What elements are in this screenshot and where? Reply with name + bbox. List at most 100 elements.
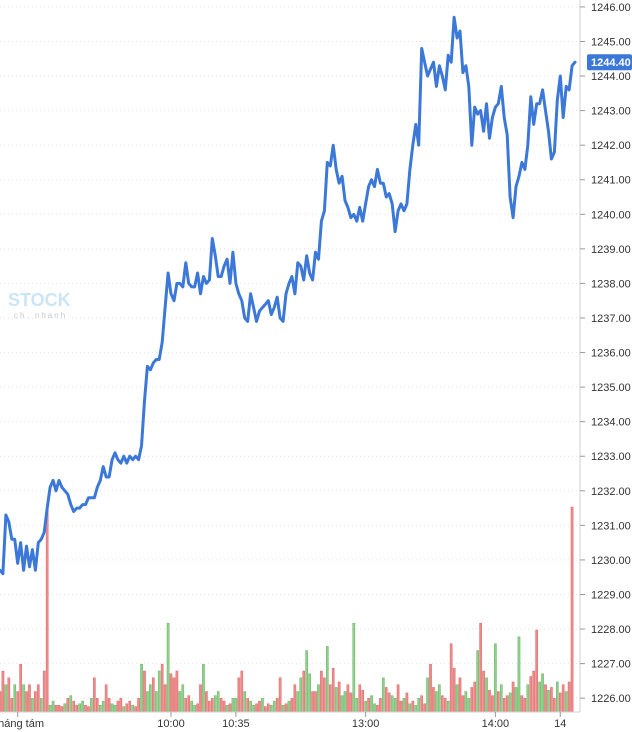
volume-bar xyxy=(570,506,574,713)
volume-bar xyxy=(479,622,482,713)
last-value-marker: 1244.40 xyxy=(587,54,632,71)
volume-bar xyxy=(51,700,55,713)
volume-bar xyxy=(441,695,444,713)
volume-bar xyxy=(346,684,350,713)
volume-bar xyxy=(219,698,223,713)
volume-bar xyxy=(278,677,282,713)
index-line-path xyxy=(0,15,577,576)
volume-bar xyxy=(205,691,208,713)
volume-bar xyxy=(172,677,176,713)
volume-bar xyxy=(553,698,556,713)
volume-bar xyxy=(364,700,367,713)
volume-bar xyxy=(54,704,58,713)
volume-bars xyxy=(0,506,574,713)
y-tick-label: 1244.00 xyxy=(591,71,631,83)
volume-bar xyxy=(107,698,111,713)
volume-bar xyxy=(373,703,376,713)
volume-bar xyxy=(482,670,485,713)
volume-bar xyxy=(311,691,314,713)
volume-bar xyxy=(122,706,126,713)
volume-bar xyxy=(84,704,87,713)
volume-bar xyxy=(252,704,255,713)
volume-bar xyxy=(284,703,288,713)
volume-bar xyxy=(290,698,294,713)
volume-bar xyxy=(216,691,220,713)
volume-bar xyxy=(532,670,536,713)
volume-bar xyxy=(211,698,214,713)
volume-bar xyxy=(370,695,373,713)
volume-bar xyxy=(72,700,76,713)
volume-bar xyxy=(208,700,211,713)
volume-bar xyxy=(399,700,403,713)
volume-bar xyxy=(19,663,22,713)
volume-bar xyxy=(449,643,453,713)
volume-bar xyxy=(202,663,205,713)
volume-bar xyxy=(556,681,559,713)
volume-bar xyxy=(514,687,518,713)
volume-bar xyxy=(78,703,81,713)
volume-bar xyxy=(446,700,450,713)
volume-bar xyxy=(181,684,185,713)
volume-bar xyxy=(287,700,291,713)
volume-bar xyxy=(193,704,196,713)
volume-bar xyxy=(323,677,326,713)
volume-bar xyxy=(547,689,550,713)
volume-bar xyxy=(281,704,285,713)
volume-bar xyxy=(382,677,385,713)
volume-bar xyxy=(529,676,533,713)
volume-bar xyxy=(491,695,494,713)
volume-bar xyxy=(517,636,521,713)
volume-bar xyxy=(45,506,49,713)
volume-bar xyxy=(497,691,500,713)
volume-bar xyxy=(57,704,61,713)
volume-bar xyxy=(355,698,359,713)
volume-bar xyxy=(10,698,14,713)
volume-bar xyxy=(228,703,232,713)
last-value-label: 1244.40 xyxy=(591,57,631,69)
y-tick-label: 1236.00 xyxy=(591,348,631,360)
volume-bar xyxy=(1,670,5,713)
volume-bar xyxy=(243,691,247,713)
volume-bar xyxy=(125,703,129,713)
y-tick-label: 1227.00 xyxy=(591,659,631,671)
volume-bar xyxy=(246,698,249,713)
volume-bar xyxy=(258,700,261,713)
volume-bar xyxy=(379,698,382,713)
volume-bar xyxy=(275,698,279,713)
volume-bar xyxy=(511,681,515,713)
volume-bar xyxy=(222,700,226,713)
last-value-box xyxy=(587,54,632,71)
volume-bar xyxy=(352,622,356,713)
volume-bar xyxy=(435,691,438,713)
volume-bar xyxy=(28,684,31,713)
volume-bar xyxy=(508,692,512,713)
volume-bar xyxy=(175,670,179,713)
volume-bar xyxy=(541,673,544,713)
volume-bar xyxy=(140,663,143,713)
volume-bar xyxy=(90,698,93,713)
volume-bar xyxy=(119,698,123,713)
volume-bar xyxy=(110,703,114,713)
volume-bar xyxy=(42,670,46,713)
y-tick-label: 1242.00 xyxy=(591,140,631,152)
volume-bar xyxy=(567,681,571,713)
volume-bar xyxy=(302,670,306,713)
volume-bar xyxy=(225,704,229,713)
x-tick-label: 13:00 xyxy=(352,718,380,730)
volume-bar xyxy=(0,691,2,713)
volume-bar xyxy=(296,691,300,713)
volume-bar xyxy=(146,691,149,713)
volume-bar xyxy=(523,698,527,713)
volume-bar xyxy=(417,698,421,713)
volume-bar xyxy=(452,668,456,713)
volume-bar xyxy=(149,684,152,713)
volume-bar xyxy=(502,698,506,713)
volume-bar xyxy=(101,700,105,713)
volume-bar xyxy=(196,703,199,713)
volume-bar xyxy=(423,703,426,713)
volume-bar xyxy=(249,700,252,713)
y-tick-label: 1234.00 xyxy=(591,417,631,429)
y-tick-label: 1239.00 xyxy=(591,244,631,256)
index-line xyxy=(0,15,577,576)
